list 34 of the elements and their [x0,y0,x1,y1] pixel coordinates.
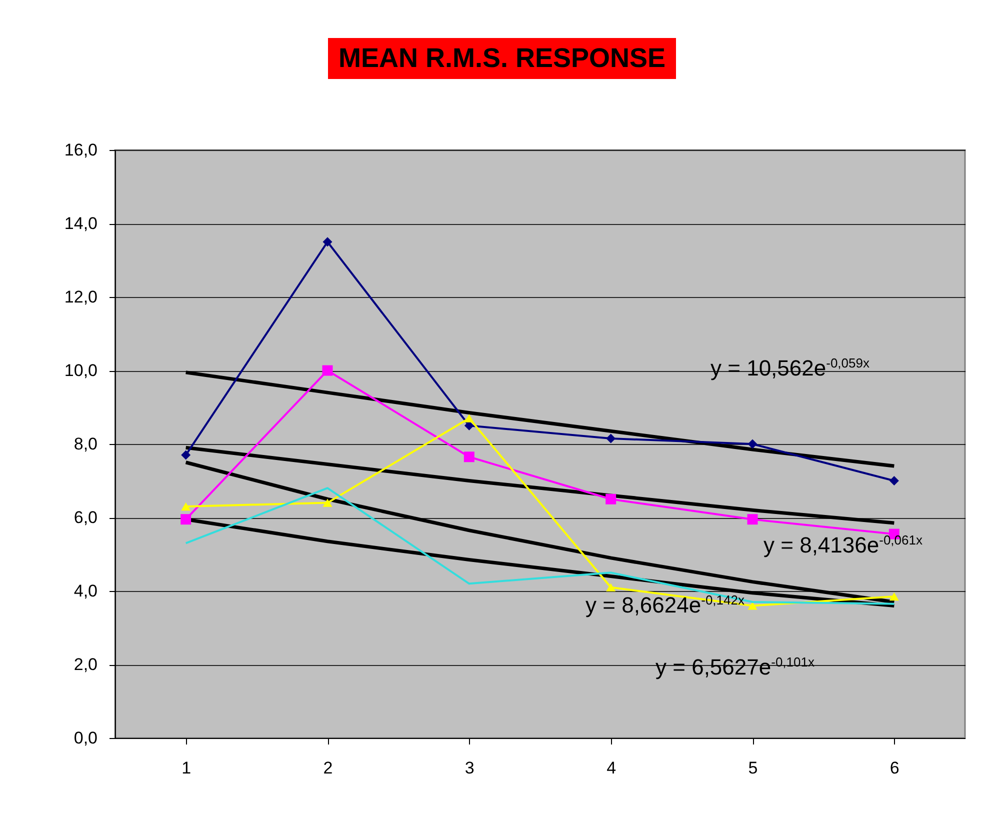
point [322,365,333,376]
point [181,450,191,460]
x-tick-label: 4 [606,758,616,778]
point [747,514,758,525]
x-tick-label: 5 [748,758,758,778]
y-tick-label: 8,0 [74,434,98,454]
y-tick-label: 0,0 [74,728,98,748]
point [889,476,899,486]
x-tick-label: 3 [464,758,474,778]
y-tick-label: 10,0 [64,361,98,380]
point [606,583,616,592]
y-tick-label: 12,0 [64,288,98,306]
x-tick-label: 2 [323,758,333,778]
point [464,452,474,462]
point [606,434,616,444]
x-tick-label: 1 [182,758,192,778]
point [748,602,758,610]
point [606,494,616,504]
y-tick-label: 2,0 [74,655,98,674]
point [464,414,474,422]
y-tick-label: 16,0 [64,140,98,160]
point [322,498,332,507]
point [748,439,758,449]
point [464,420,474,430]
y-tick-label: 4,0 [74,582,98,600]
point [181,502,191,511]
y-tick-label: 6,0 [74,508,98,527]
point [889,592,899,601]
chart-title: MEAN R.M.S. RESPONSE [328,38,676,79]
y-tick-label: 14,0 [64,214,98,233]
point [180,514,192,525]
x-tick-label: 6 [890,758,900,778]
point [322,237,332,247]
annotation: y = 8,4136e$^{-0,061x}$ [764,532,922,558]
